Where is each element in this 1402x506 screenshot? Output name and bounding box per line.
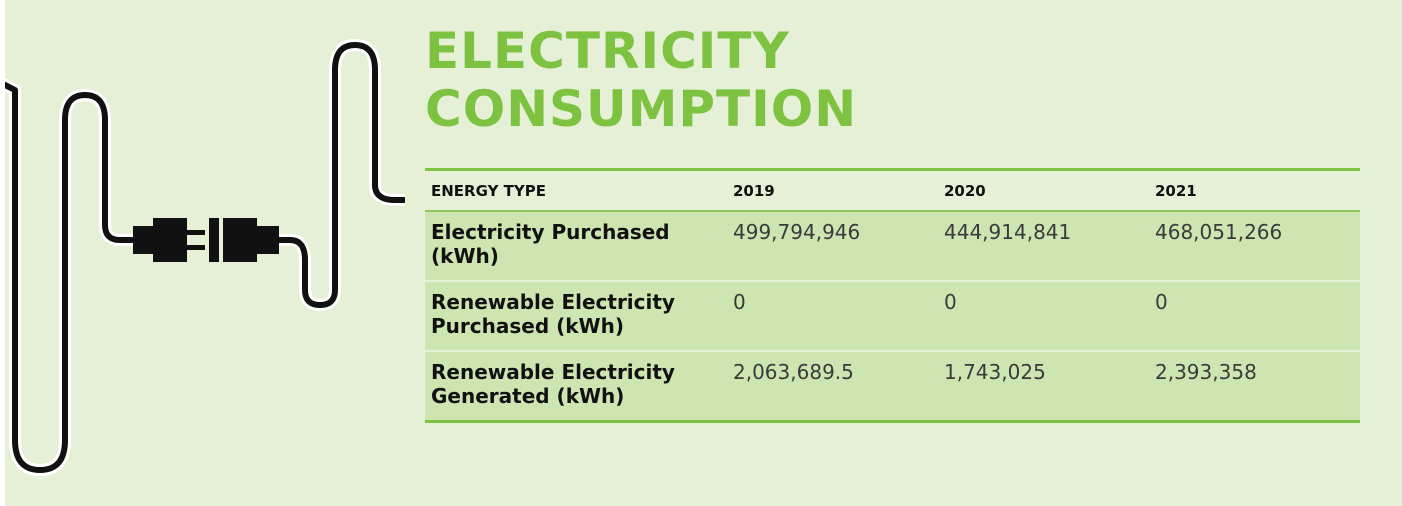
row-label: Electricity Purchased (kWh) bbox=[425, 211, 727, 281]
title: ELECTRICITY CONSUMPTION bbox=[425, 22, 845, 138]
column-header: 2020 bbox=[938, 170, 1149, 212]
cell-value: 499,794,946 bbox=[727, 211, 938, 281]
table-row: Renewable Electricity Generated (kWh)2,0… bbox=[425, 351, 1360, 422]
cell-value: 2,063,689.5 bbox=[727, 351, 938, 422]
row-label: Renewable Electricity Purchased (kWh) bbox=[425, 281, 727, 351]
cell-value: 444,914,841 bbox=[938, 211, 1149, 281]
column-header: 2019 bbox=[727, 170, 938, 212]
plug-cable-illustration bbox=[5, 0, 405, 506]
cell-value: 0 bbox=[727, 281, 938, 351]
cell-value: 0 bbox=[938, 281, 1149, 351]
cell-value: 1,743,025 bbox=[938, 351, 1149, 422]
cell-value: 2,393,358 bbox=[1149, 351, 1360, 422]
row-label: Renewable Electricity Generated (kWh) bbox=[425, 351, 727, 422]
column-header: 2021 bbox=[1149, 170, 1360, 212]
cell-value: 468,051,266 bbox=[1149, 211, 1360, 281]
cell-value: 0 bbox=[1149, 281, 1360, 351]
column-header: ENERGY TYPE bbox=[425, 170, 727, 212]
